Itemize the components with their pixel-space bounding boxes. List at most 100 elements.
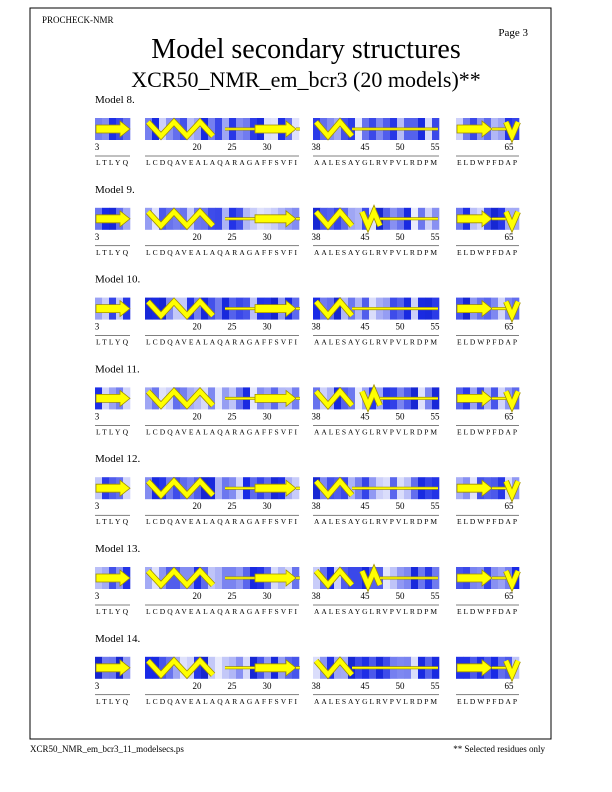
residue-number: 3 bbox=[95, 591, 100, 601]
residue-number: 30 bbox=[263, 591, 273, 601]
residue-number: 38 bbox=[312, 142, 322, 152]
helix bbox=[314, 567, 354, 589]
sequence: LTLYQ bbox=[96, 517, 129, 526]
sequence: LCDQAVEALAQARAGAFFSVFI bbox=[146, 427, 298, 436]
accessibility-cell bbox=[215, 387, 223, 410]
sequence: AALESAYGLRVPVLRDPM bbox=[314, 427, 437, 436]
residue-number: 38 bbox=[312, 681, 322, 691]
sequence: ELDWPFDAP bbox=[457, 697, 517, 706]
accessibility-cell bbox=[145, 297, 153, 320]
accessibility-cell bbox=[215, 207, 223, 230]
model-label: Model 13. bbox=[95, 543, 140, 555]
residue-number: 20 bbox=[193, 322, 203, 332]
sequence: AALESAYGLRVPVLRDPM bbox=[314, 517, 437, 526]
helix bbox=[146, 208, 215, 230]
helix bbox=[503, 210, 521, 232]
residue-number: 45 bbox=[361, 232, 371, 242]
accessibility-cell bbox=[194, 477, 202, 500]
residue-number: 38 bbox=[312, 411, 322, 421]
residue-number: 50 bbox=[396, 501, 406, 511]
residue-number: 65 bbox=[505, 322, 515, 332]
sequence: AALESAYGLRVPVLRDPM bbox=[314, 607, 437, 616]
helix bbox=[146, 567, 215, 589]
residue-number: 50 bbox=[396, 681, 406, 691]
residue-number: 20 bbox=[193, 501, 203, 511]
title: Model secondary structures bbox=[151, 34, 460, 65]
helix bbox=[314, 657, 354, 679]
accessibility-cell bbox=[145, 477, 153, 500]
accessibility-cell bbox=[313, 477, 321, 500]
accessibility-cell bbox=[313, 118, 321, 140]
residue-number: 65 bbox=[505, 501, 515, 511]
residue-number: 45 bbox=[361, 411, 371, 421]
accessibility-cell bbox=[313, 567, 321, 589]
strand-arrow bbox=[456, 120, 493, 138]
accessibility-cell bbox=[208, 477, 216, 500]
residue-number: 25 bbox=[228, 501, 238, 511]
helix bbox=[314, 477, 354, 499]
accessibility-cell bbox=[159, 118, 167, 140]
residue-number: 50 bbox=[396, 591, 406, 601]
sequence: ELDWPFDAP bbox=[457, 158, 517, 167]
accessibility-cell bbox=[348, 297, 356, 320]
accessibility-cell bbox=[355, 387, 363, 410]
residue-number: 25 bbox=[228, 142, 238, 152]
strand-arrow bbox=[254, 389, 297, 408]
accessibility-cell bbox=[194, 567, 202, 589]
accessibility-cell bbox=[159, 297, 167, 320]
strand-arrow bbox=[95, 389, 131, 408]
subtitle: XCR50_NMR_em_bcr3 (20 models)** bbox=[131, 67, 481, 92]
helix bbox=[314, 208, 354, 230]
residue-number: 30 bbox=[263, 322, 273, 332]
residue-number: 65 bbox=[505, 232, 515, 242]
strand-arrow bbox=[95, 209, 131, 228]
footer-note: ** Selected residues only bbox=[453, 744, 545, 754]
strand-arrow bbox=[456, 389, 493, 408]
accessibility-cell bbox=[194, 207, 202, 230]
residue-number: 50 bbox=[396, 322, 406, 332]
accessibility-cell bbox=[194, 297, 202, 320]
residue-number: 38 bbox=[312, 591, 322, 601]
model-label: Model 10. bbox=[95, 274, 140, 286]
accessibility-cell bbox=[208, 207, 216, 230]
model-label: Model 11. bbox=[95, 363, 140, 375]
accessibility-cell bbox=[159, 656, 167, 679]
sequence: LCDQAVEALAQARAGAFFSVFI bbox=[146, 697, 298, 706]
residue-number: 25 bbox=[228, 232, 238, 242]
helix bbox=[146, 477, 215, 499]
model-label: Model 12. bbox=[95, 453, 140, 465]
residue-number: 38 bbox=[312, 501, 322, 511]
strand-arrow bbox=[95, 479, 131, 498]
accessibility-cell bbox=[313, 387, 321, 410]
model-label: Model 14. bbox=[95, 633, 140, 645]
helix bbox=[503, 390, 521, 411]
helix bbox=[503, 570, 521, 591]
accessibility-cell bbox=[194, 118, 202, 140]
residue-number: 3 bbox=[95, 681, 100, 691]
residue-number: 30 bbox=[263, 232, 273, 242]
accessibility-cell bbox=[208, 656, 216, 679]
residue-number: 30 bbox=[263, 142, 273, 152]
helix bbox=[503, 659, 521, 681]
accessibility-cell bbox=[313, 207, 321, 230]
program-name: PROCHECK-NMR bbox=[42, 15, 114, 25]
footer-file: XCR50_NMR_em_bcr3_11_modelsecs.ps bbox=[30, 744, 184, 754]
model-block: Model 14. 3 LTLYQ 20 25 30 LCDQAVEALAQARAGAFFS… bbox=[95, 633, 521, 706]
residue-number: 45 bbox=[361, 501, 371, 511]
accessibility-cell bbox=[215, 567, 223, 589]
accessibility-cell bbox=[208, 297, 216, 320]
residue-number: 3 bbox=[95, 322, 100, 332]
residue-number: 3 bbox=[95, 501, 100, 511]
strand-arrow bbox=[95, 569, 131, 587]
residue-number: 50 bbox=[396, 232, 406, 242]
page-border bbox=[29, 7, 552, 740]
residue-number: 45 bbox=[361, 322, 371, 332]
strand-arrow bbox=[254, 209, 297, 228]
residue-number: 25 bbox=[228, 322, 238, 332]
residue-number: 65 bbox=[505, 681, 515, 691]
strand-arrow bbox=[456, 479, 493, 498]
residue-number: 50 bbox=[396, 142, 406, 152]
strand-arrow bbox=[254, 299, 297, 318]
accessibility-cell bbox=[145, 387, 153, 410]
